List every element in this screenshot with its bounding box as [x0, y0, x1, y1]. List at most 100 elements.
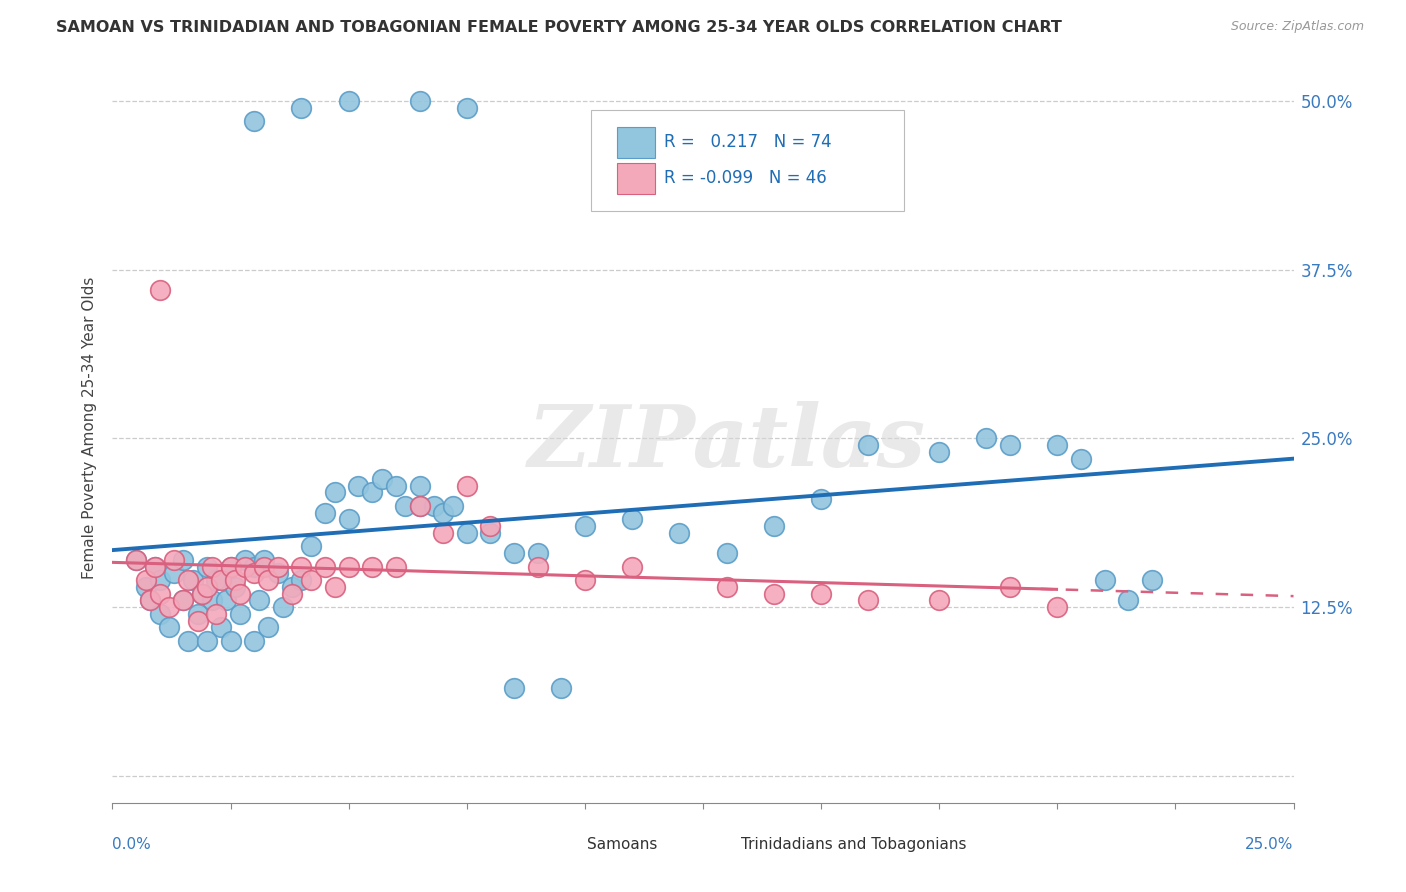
Point	[371, 472, 394, 486]
Point	[1116, 593, 1139, 607]
Point	[163, 566, 186, 581]
Point	[149, 586, 172, 600]
Text: 25.0%: 25.0%	[1246, 837, 1294, 852]
Point	[135, 580, 157, 594]
Point	[716, 546, 738, 560]
Point	[149, 283, 172, 297]
Point	[550, 681, 572, 695]
Point	[503, 681, 526, 695]
Point	[998, 580, 1021, 594]
Point	[281, 580, 304, 594]
Point	[219, 559, 242, 574]
Point	[858, 593, 880, 607]
Point	[195, 633, 218, 648]
Point	[201, 559, 224, 574]
Point	[299, 573, 322, 587]
Point	[337, 94, 360, 108]
Point	[224, 580, 246, 594]
Point	[858, 438, 880, 452]
Point	[810, 586, 832, 600]
Point	[456, 525, 478, 540]
Point	[253, 559, 276, 574]
Point	[456, 478, 478, 492]
Point	[219, 559, 242, 574]
Point	[422, 499, 444, 513]
FancyBboxPatch shape	[617, 127, 655, 159]
Text: R =   0.217   N = 74: R = 0.217 N = 74	[664, 133, 832, 151]
Point	[186, 607, 208, 621]
Point	[323, 580, 346, 594]
Point	[195, 559, 218, 574]
Point	[253, 553, 276, 567]
Point	[143, 559, 166, 574]
Point	[157, 600, 180, 615]
Text: R = -0.099   N = 46: R = -0.099 N = 46	[664, 169, 827, 187]
Point	[243, 633, 266, 648]
Point	[224, 573, 246, 587]
Point	[347, 478, 370, 492]
Point	[149, 607, 172, 621]
FancyBboxPatch shape	[591, 110, 904, 211]
Point	[191, 586, 214, 600]
Point	[928, 593, 950, 607]
Point	[976, 431, 998, 445]
Point	[385, 478, 408, 492]
Point	[408, 478, 430, 492]
FancyBboxPatch shape	[550, 830, 575, 859]
Point	[172, 593, 194, 607]
Point	[337, 512, 360, 526]
Point	[181, 573, 204, 587]
Point	[125, 553, 148, 567]
Point	[229, 607, 252, 621]
Point	[247, 593, 270, 607]
Point	[205, 573, 228, 587]
Point	[299, 539, 322, 553]
Point	[1140, 573, 1163, 587]
Point	[762, 586, 785, 600]
Point	[172, 553, 194, 567]
Point	[408, 94, 430, 108]
Point	[1070, 451, 1092, 466]
Y-axis label: Female Poverty Among 25-34 Year Olds: Female Poverty Among 25-34 Year Olds	[82, 277, 97, 579]
Text: ZIPatlas: ZIPatlas	[527, 401, 925, 485]
Point	[191, 586, 214, 600]
Point	[526, 546, 548, 560]
Point	[1046, 438, 1069, 452]
FancyBboxPatch shape	[703, 830, 728, 859]
Point	[139, 593, 162, 607]
Point	[290, 573, 312, 587]
Point	[668, 525, 690, 540]
Point	[998, 438, 1021, 452]
Point	[621, 512, 644, 526]
Point	[219, 633, 242, 648]
Point	[205, 607, 228, 621]
Point	[149, 573, 172, 587]
Point	[209, 620, 232, 634]
Point	[408, 499, 430, 513]
Point	[408, 499, 430, 513]
Point	[456, 101, 478, 115]
Point	[361, 559, 384, 574]
Point	[267, 559, 290, 574]
Point	[267, 566, 290, 581]
Point	[135, 573, 157, 587]
Point	[125, 553, 148, 567]
Point	[177, 633, 200, 648]
FancyBboxPatch shape	[617, 163, 655, 194]
Point	[574, 573, 596, 587]
Point	[172, 593, 194, 607]
Point	[810, 491, 832, 506]
Point	[762, 519, 785, 533]
Point	[526, 559, 548, 574]
Point	[361, 485, 384, 500]
Text: Source: ZipAtlas.com: Source: ZipAtlas.com	[1230, 20, 1364, 33]
Point	[314, 559, 336, 574]
Point	[257, 620, 280, 634]
Point	[1046, 600, 1069, 615]
Point	[201, 593, 224, 607]
Point	[229, 586, 252, 600]
Point	[394, 499, 416, 513]
Point	[337, 559, 360, 574]
Point	[621, 559, 644, 574]
Point	[209, 573, 232, 587]
